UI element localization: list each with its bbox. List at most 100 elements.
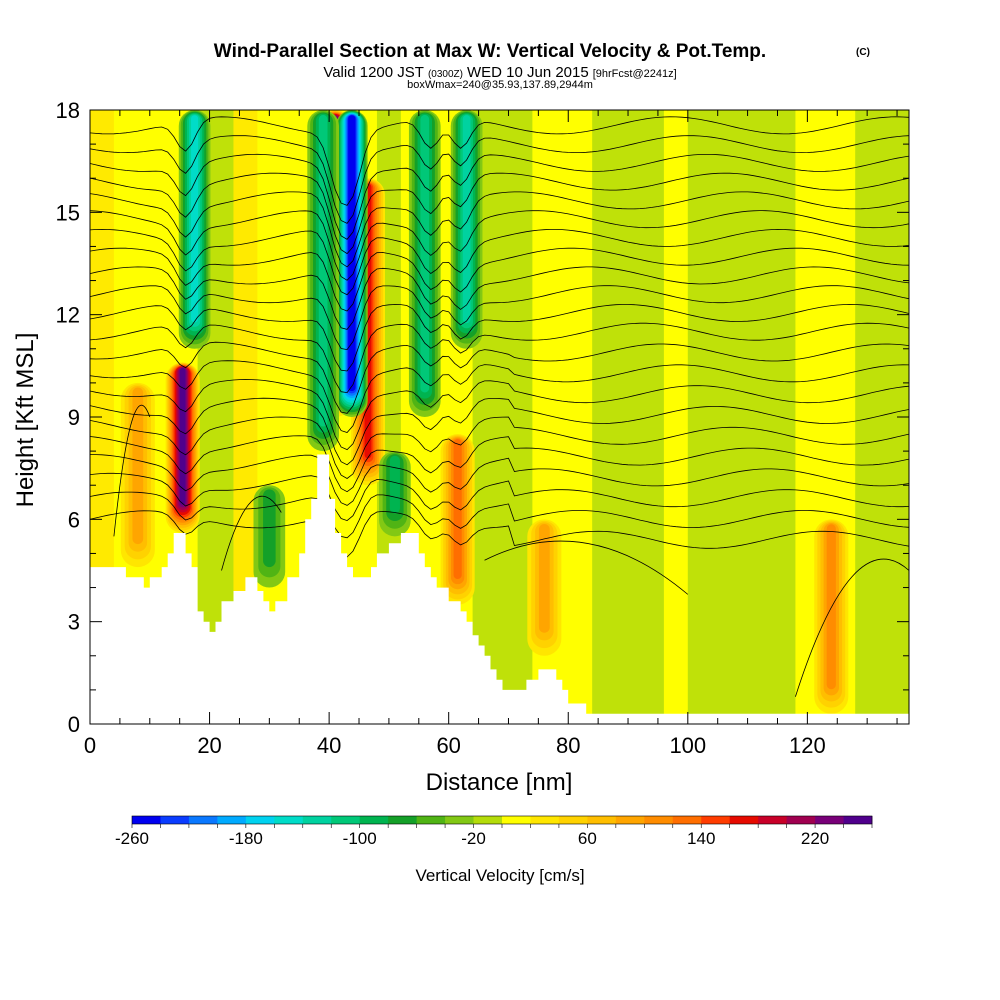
isentrope-line	[90, 472, 909, 522]
colorbar-label: Vertical Velocity [cm/s]	[415, 866, 584, 885]
isentrope-line	[90, 228, 909, 296]
isentrope-line	[90, 454, 909, 506]
colorbar-swatch	[132, 816, 161, 824]
colorbar-swatch	[445, 816, 474, 824]
isentrope-line	[113, 404, 151, 537]
isentrope-line	[90, 172, 909, 255]
isentrope-line	[90, 397, 909, 466]
velocity-zone	[687, 110, 796, 724]
downdraft-band	[178, 110, 211, 349]
colorbar-swatch	[786, 816, 816, 824]
colorbar-tick-label: -180	[229, 829, 263, 848]
colorbar-swatch	[473, 816, 503, 824]
velocity-contour	[132, 387, 144, 545]
isentrope-line	[90, 491, 909, 539]
velocity-contour	[389, 455, 400, 514]
y-tick-label: 12	[56, 303, 80, 328]
colorbar-frame	[131, 815, 873, 825]
isentrope-line	[90, 435, 909, 493]
downdraft-band	[450, 110, 483, 349]
velocity-contour	[191, 115, 199, 323]
x-tick-label: 60	[436, 733, 460, 758]
isentrope-line	[90, 285, 909, 351]
isentrope-line	[90, 322, 909, 394]
colorbar-swatch	[217, 816, 247, 824]
isentrope-line	[221, 495, 282, 571]
colorbar-tick-label: 220	[801, 829, 829, 848]
downdraft-band	[253, 485, 286, 588]
isentrope-line	[90, 416, 909, 479]
colorbar-swatch	[245, 816, 275, 824]
colorbar-swatch	[160, 816, 190, 824]
colorbar-tick-label: -100	[343, 829, 377, 848]
isentrope-line	[484, 540, 689, 595]
isentrope-line	[90, 191, 909, 268]
colorbar-swatch	[302, 816, 332, 824]
updraft-band	[120, 382, 155, 568]
isentrope-line	[90, 210, 909, 281]
subtitle-line: Valid 1200 JST (0300Z) WED 10 Jun 2015 [9hr…	[323, 64, 676, 81]
downdraft-band	[379, 451, 411, 537]
updraft-band	[165, 362, 200, 533]
velocity-contour	[349, 115, 355, 389]
y-tick-label: 3	[68, 610, 80, 635]
x-axis: 0 20 40 60 80 100 120	[84, 110, 909, 758]
velocity-contour	[453, 439, 462, 580]
colorbar: -260 -180 -100 -20 60 140 220	[115, 815, 873, 848]
colorbar-tick-label: -260	[115, 829, 149, 848]
colorbar-swatch	[701, 816, 731, 824]
isentrope-line	[90, 303, 909, 372]
isentrope-line	[90, 135, 909, 224]
date-label: WED 10 Jun 2015	[467, 64, 589, 81]
forecast-label: [9hrFcst@2241z]	[593, 68, 677, 80]
isentrope-line	[90, 379, 909, 451]
colorbar-tick-label: 140	[687, 829, 715, 848]
colorbar-swatch	[729, 816, 759, 824]
colorbar-swatch	[615, 816, 645, 824]
colorbar-tick-label: 60	[578, 829, 597, 848]
terrain	[90, 454, 909, 724]
x-tick-label: 0	[84, 733, 96, 758]
colorbar-swatch	[843, 816, 873, 824]
colorbar-swatch	[672, 816, 702, 824]
velocity-contour	[420, 114, 430, 393]
downdraft-band	[335, 110, 368, 417]
colorbar-swatch	[558, 816, 588, 824]
downdraft-band	[307, 110, 339, 452]
velocity-zone	[592, 110, 664, 724]
colorbar-swatch	[587, 816, 617, 824]
y-tick-label: 0	[68, 712, 80, 737]
y-axis: 0 3 6 9 12 15 18	[56, 98, 909, 737]
colorbar-swatch	[188, 816, 218, 824]
x-axis-label: Distance [nm]	[426, 769, 573, 796]
downdraft-band	[408, 110, 441, 417]
title-mark: (C)	[856, 47, 870, 58]
isentrope-line	[90, 153, 909, 240]
y-axis-label: Height [Kft MSL]	[12, 333, 39, 508]
velocity-contour	[318, 114, 328, 427]
isentrope-line	[90, 360, 909, 433]
isentrope-line	[90, 116, 909, 206]
isentrope-line	[90, 510, 909, 558]
y-tick-label: 6	[68, 507, 80, 532]
updraft-band	[814, 519, 849, 714]
box-info-label: boxWmax=240@35.93,137.89,2944m	[407, 79, 593, 91]
utc-label: (0300Z)	[428, 69, 463, 80]
colorbar-swatch	[644, 816, 674, 824]
isentrope-line	[795, 558, 909, 697]
colorbar-tick-label: -20	[461, 829, 486, 848]
updraft-band	[440, 434, 475, 605]
colorbar-swatch	[274, 816, 304, 824]
colorbar-swatch	[530, 816, 560, 824]
y-tick-label: 18	[56, 98, 80, 123]
x-tick-label: 20	[197, 733, 221, 758]
valid-label: Valid 1200 JST	[323, 64, 424, 81]
colorbar-swatch	[388, 816, 418, 824]
vertical-velocity-field	[90, 110, 909, 724]
colorbar-swatch	[416, 816, 446, 824]
velocity-contour	[263, 489, 276, 568]
colorbar-swatch	[331, 816, 361, 824]
updraft-band	[527, 519, 562, 656]
x-tick-label: 40	[317, 733, 341, 758]
x-tick-label: 80	[556, 733, 580, 758]
